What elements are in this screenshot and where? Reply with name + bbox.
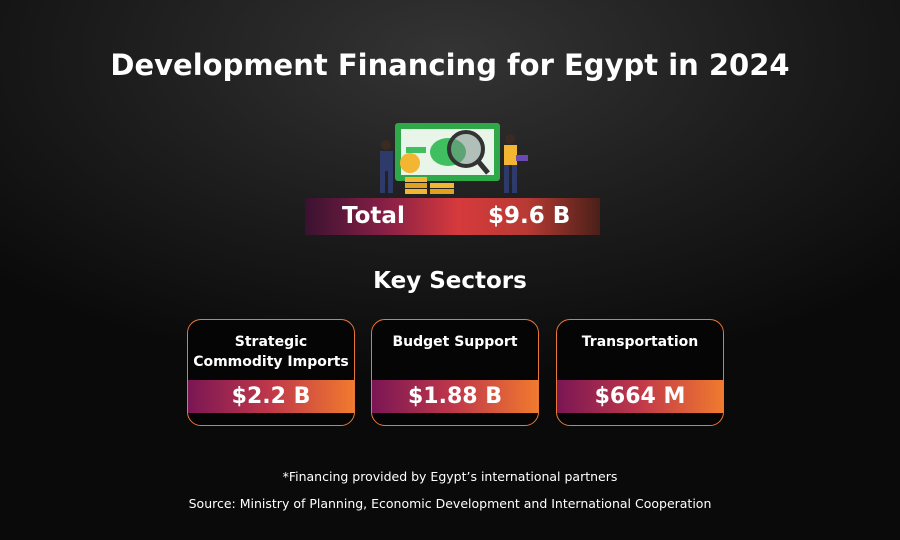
sector-value: $664 M	[557, 380, 723, 413]
source: Source: Ministry of Planning, Economic D…	[188, 496, 712, 511]
section-title: Key Sectors	[373, 268, 527, 294]
title: Development Financing for Egypt in 2024	[110, 48, 790, 82]
total-value: $9.6 B	[488, 203, 571, 229]
sector-card: Strategic Commodity Imports $2.2 B	[187, 319, 355, 426]
total-label: Total	[342, 203, 405, 229]
total-bar	[305, 198, 600, 235]
illustration	[380, 123, 528, 194]
sector-value: $1.88 B	[372, 380, 538, 413]
sector-name: Budget Support	[392, 334, 518, 350]
sector-name: Transportation	[581, 334, 699, 350]
footnote: *Financing provided by Egypt’s internati…	[282, 469, 618, 484]
sector-card: Budget Support $1.88 B	[371, 319, 539, 426]
sector-name: Strategic Commodity Imports	[193, 334, 349, 370]
sector-card: Transportation $664 M	[556, 319, 724, 426]
sector-value: $2.2 B	[188, 380, 354, 413]
